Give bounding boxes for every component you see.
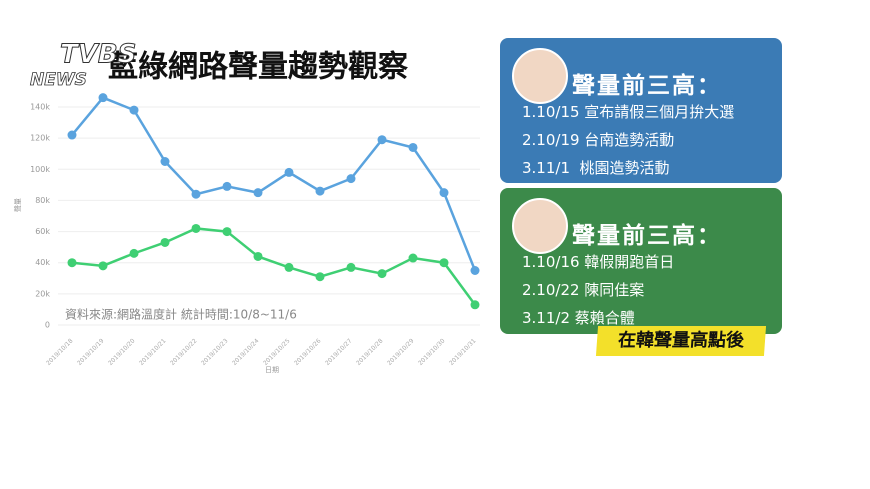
point <box>377 269 387 279</box>
x-axis-label: 日期 <box>265 366 279 374</box>
panel-list: 1.10/16 韓假開跑首日 2.10/22 陳同佳案 3.11/2 蔡賴合體 <box>522 248 674 332</box>
series-line <box>71 96 477 271</box>
series-line <box>71 227 477 306</box>
panel-heading: 聲量前三高： <box>572 73 722 99</box>
x-tick-label: 2019/10/19 <box>76 337 106 367</box>
point <box>377 135 387 145</box>
x-tick-label: 2019/10/24 <box>231 337 261 367</box>
y-tick-label: 100k <box>30 165 50 174</box>
panel-heading: 聲量前三高： <box>572 223 722 249</box>
point <box>346 262 356 272</box>
x-tick-label: 2019/10/28 <box>355 337 385 367</box>
portrait <box>512 48 568 104</box>
point <box>191 223 201 233</box>
x-tick-label: 2019/10/27 <box>324 337 354 367</box>
chart-title: 藍綠網路聲量趨勢觀察 <box>108 50 409 85</box>
point <box>346 174 356 184</box>
point <box>253 188 263 198</box>
callout: 在韓聲量高點後 <box>595 326 767 356</box>
x-tick-label: 2019/10/21 <box>138 337 168 367</box>
point <box>67 130 77 140</box>
x-tick-label: 2019/10/31 <box>448 337 478 367</box>
point <box>284 167 294 177</box>
x-tick-label: 2019/10/26 <box>293 337 323 367</box>
panel-item: 1.10/15 宣布請假三個月拚大選 <box>522 103 735 121</box>
point <box>98 93 108 103</box>
panel-item: 3.11/2 蔡賴合體 <box>522 309 635 327</box>
y-tick-label: 40k <box>35 258 50 267</box>
x-tick-label: 2019/10/30 <box>417 337 447 367</box>
point <box>67 258 77 268</box>
y-tick-label: 140k <box>30 103 50 112</box>
x-tick-label: 2019/10/25 <box>262 337 292 367</box>
panel-item: 1.10/16 韓假開跑首日 <box>522 253 675 271</box>
point <box>408 142 418 152</box>
point <box>439 258 449 268</box>
y-tick-label: 0 <box>45 321 50 330</box>
panel-item: 2.10/22 陳同佳案 <box>522 281 645 299</box>
point <box>439 188 449 198</box>
point <box>160 157 170 166</box>
panel-green: 聲量前三高： 1.10/16 韓假開跑首日 2.10/22 陳同佳案 3.11/2 … <box>500 188 782 334</box>
point <box>129 105 139 115</box>
y-tick-label: 120k <box>30 134 50 143</box>
point <box>408 253 418 263</box>
point <box>160 237 170 247</box>
point <box>129 248 139 258</box>
y-axis-label: 聲量 <box>13 198 22 212</box>
y-tick-label: 60k <box>35 227 50 236</box>
point <box>315 186 325 196</box>
point <box>222 181 232 191</box>
panel-item: 2.10/19 台南造勢活動 <box>522 131 675 149</box>
x-tick-label: 2019/10/22 <box>169 337 199 367</box>
panel-blue: 聲量前三高： 1.10/15 宣布請假三個月拚大選 2.10/19 台南造勢活動 3… <box>500 38 782 183</box>
point <box>98 261 108 271</box>
logo-top: TVBS <box>60 40 136 70</box>
point <box>222 227 232 237</box>
portrait <box>512 198 568 254</box>
y-tick-label: 80k <box>35 196 50 205</box>
point <box>470 266 480 275</box>
x-tick-label: 2019/10/18 <box>45 337 75 367</box>
point <box>253 251 263 261</box>
panel-item: 3.11/1 桃園造勢活動 <box>522 159 670 177</box>
source: 資料來源:網路溫度計 統計時間:10/8~11/6 <box>65 307 297 322</box>
point <box>284 262 294 272</box>
point <box>315 272 325 282</box>
logo-bottom: NEWS <box>30 70 87 90</box>
x-tick-label: 2019/10/20 <box>107 337 137 367</box>
x-tick-label: 2019/10/29 <box>386 337 416 367</box>
panel-list: 1.10/15 宣布請假三個月拚大選 2.10/19 台南造勢活動 3.11/1 桃… <box>522 98 734 182</box>
point <box>470 300 480 310</box>
point <box>191 189 201 199</box>
y-tick-label: 20k <box>35 289 50 298</box>
x-tick-label: 2019/10/23 <box>200 337 230 367</box>
